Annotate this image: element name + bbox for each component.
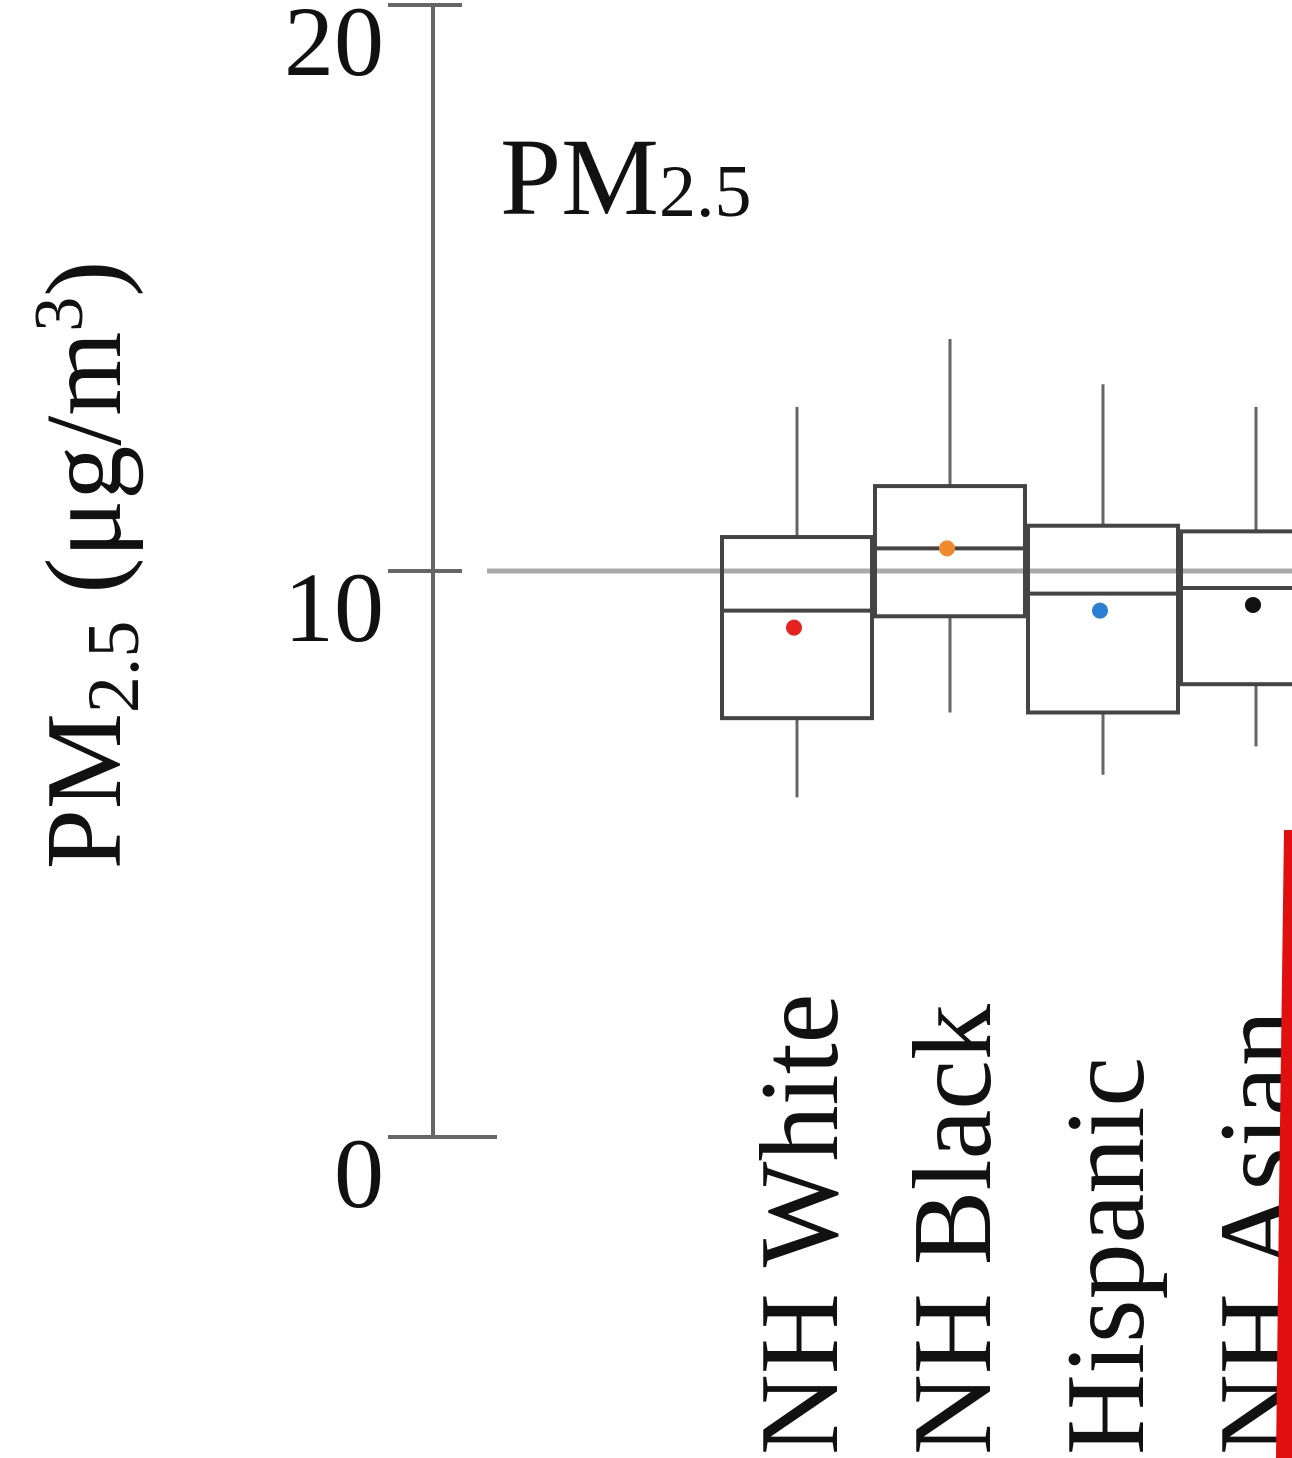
category-label: NH White <box>738 994 862 1455</box>
panel-label-main: PM <box>500 116 659 238</box>
mean-point <box>786 619 802 636</box>
y-tick-label: 20 <box>284 0 384 97</box>
y-axis-title-superscript: 3 <box>21 297 98 332</box>
y-axis-title-unit: (μg/m <box>25 332 144 621</box>
box <box>1179 529 1292 687</box>
category-label: NH Asian <box>1197 1010 1292 1455</box>
category-label: Hispanic <box>1044 1057 1168 1455</box>
y-axis-title-close: ) <box>25 261 144 297</box>
plot-area <box>487 338 1292 798</box>
box <box>873 484 1027 619</box>
highlight-mark <box>1276 830 1292 1458</box>
box <box>1026 523 1180 715</box>
y-axis-title-subscript: 2.5 <box>73 621 155 714</box>
category-label: NH Black <box>891 1004 1015 1455</box>
y-axis: 0 10 20 <box>284 0 497 1229</box>
mean-point <box>1245 596 1261 613</box>
mean-point <box>1092 602 1108 619</box>
y-tick-label: 0 <box>334 1118 384 1229</box>
box <box>720 535 874 721</box>
category-labels: NH White NH Black Hispanic NH Asian <box>738 994 1292 1455</box>
panel-label-subscript: 2.5 <box>659 151 752 233</box>
y-axis-title: PM2.5 (μg/m3) <box>21 261 155 869</box>
y-axis-title-main: PM <box>25 713 144 869</box>
panel-label: PM2.5 <box>500 116 751 238</box>
y-tick-label: 10 <box>284 552 384 663</box>
mean-point <box>939 540 955 557</box>
